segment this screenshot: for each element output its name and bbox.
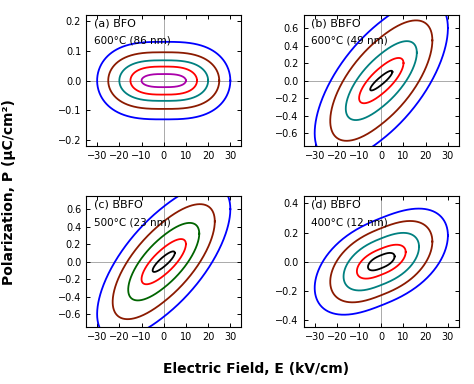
Text: 600°C (86 nm): 600°C (86 nm) [94,36,171,46]
Text: 500°C (23 nm): 500°C (23 nm) [94,217,171,227]
Text: (c) BBFO: (c) BBFO [94,200,143,210]
Text: 400°C (12 nm): 400°C (12 nm) [311,217,388,227]
Text: Polarization, P (μC/cm²): Polarization, P (μC/cm²) [2,99,17,285]
Text: (d) BBFO: (d) BBFO [311,200,361,210]
Text: 600°C (49 nm): 600°C (49 nm) [311,36,388,46]
Text: (a) BFO: (a) BFO [94,19,136,29]
Text: (b) BBFO: (b) BBFO [311,19,361,29]
Text: Electric Field, E (kV/cm): Electric Field, E (kV/cm) [163,362,349,376]
